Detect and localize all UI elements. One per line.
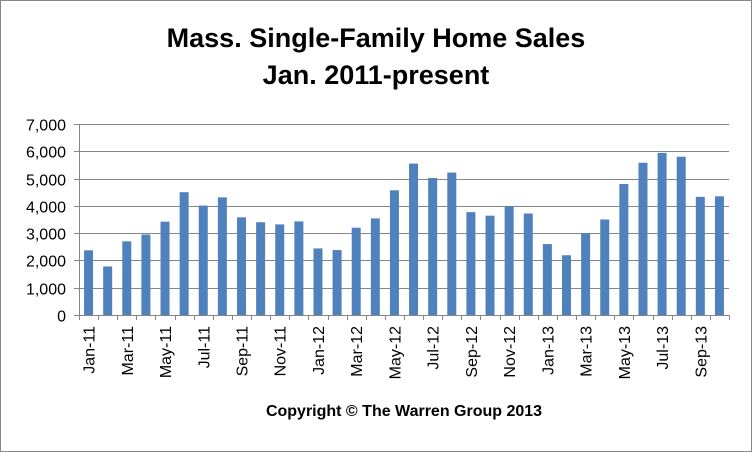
x-tick-label: Sep-12 <box>464 326 481 378</box>
bar <box>409 163 419 315</box>
bar <box>160 221 170 315</box>
bar <box>523 213 533 315</box>
bar <box>313 248 323 315</box>
x-tick-label: Jul-11 <box>196 326 213 368</box>
bar <box>332 250 342 315</box>
x-tick-label: Mar-12 <box>349 326 366 377</box>
x-tick-label: Jan-11 <box>82 326 99 374</box>
y-tick-labels: 0 1,000 2,000 3,000 4,000 5,000 6,000 7,000 <box>26 118 66 326</box>
y-tick-label: 0 <box>57 309 66 326</box>
bar <box>466 212 476 315</box>
y-tick-label: 3,000 <box>26 227 66 244</box>
bar <box>657 152 667 315</box>
bar <box>428 178 438 315</box>
y-tick-label: 1,000 <box>26 282 66 299</box>
x-tick-label: May-11 <box>158 326 175 378</box>
bar <box>256 222 266 315</box>
y-tick-label: 2,000 <box>26 254 66 271</box>
bar <box>638 162 648 315</box>
bar <box>103 266 113 315</box>
bar <box>504 206 514 315</box>
x-tick-label: Mar-13 <box>579 326 596 377</box>
x-tick-label: Jul-13 <box>655 326 672 370</box>
bar <box>695 196 705 315</box>
bar <box>370 218 380 315</box>
bar <box>600 219 610 315</box>
y-tick-label: 6,000 <box>26 145 66 162</box>
x-tick-label: May-12 <box>387 326 404 379</box>
y-tick-label: 4,000 <box>26 200 66 217</box>
bar <box>294 221 304 315</box>
y-tick-label: 5,000 <box>26 173 66 190</box>
bar <box>542 244 552 315</box>
bar <box>141 234 151 315</box>
bar <box>179 192 189 315</box>
x-tick-label: Jan-13 <box>540 326 557 375</box>
bar <box>351 227 361 315</box>
bar <box>447 172 457 315</box>
x-tick-label: Mar-11 <box>120 326 137 376</box>
x-tick-label: Sep-13 <box>693 326 710 378</box>
y-tick-label: 7,000 <box>26 118 66 135</box>
chart-title: Mass. Single-Family Home Sales Jan. 2011… <box>0 20 752 94</box>
bar <box>122 241 132 315</box>
gridlines <box>79 124 729 289</box>
copyright-footer: Copyright © The Warren Group 2013 <box>265 403 543 420</box>
bar <box>619 184 629 315</box>
x-tick-label: Jul-12 <box>426 326 443 370</box>
bar <box>389 190 399 315</box>
x-tick-label: Jan-12 <box>311 326 328 375</box>
x-tick-label: Nov-11 <box>273 326 290 376</box>
bar <box>237 217 246 315</box>
chart-title-line: Mass. Single-Family Home Sales <box>166 23 586 53</box>
bar <box>676 156 686 315</box>
x-tick-label: Nov-12 <box>502 326 519 378</box>
x-tick-label: May-13 <box>617 326 634 379</box>
bar <box>84 250 94 315</box>
bar <box>714 196 724 315</box>
bar <box>275 224 285 315</box>
x-tick-label: Sep-11 <box>235 326 252 377</box>
bar <box>217 197 227 315</box>
bar <box>485 215 495 315</box>
x-tick-labels: Jan-11 Mar-11 May-11 Jul-11 Sep-11 Nov-11 Jan-… <box>82 326 711 379</box>
bar <box>581 233 591 315</box>
bar <box>198 205 208 315</box>
bars <box>84 152 724 315</box>
bar <box>562 255 571 315</box>
chart-subtitle-line: Jan. 2011-present <box>262 60 490 90</box>
axes <box>74 124 730 320</box>
